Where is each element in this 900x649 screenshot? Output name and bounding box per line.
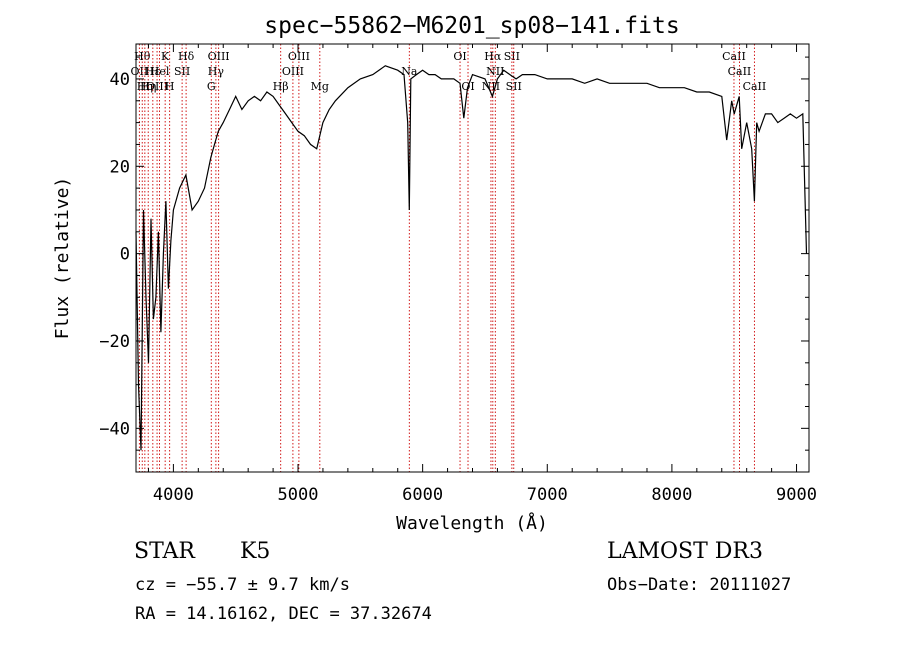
marker-label-7: K [161, 50, 170, 63]
marker-label-3: Hη [140, 80, 156, 93]
marker-label-0: OII [131, 65, 149, 78]
marker-label-18: Na [401, 65, 418, 78]
marker-label-5: OIII [146, 80, 168, 93]
marker-label-6: Hel [150, 65, 170, 78]
plot-frame [135, 43, 810, 473]
object-class: STAR [134, 539, 195, 564]
y-tick-label-3: 20 [110, 157, 130, 177]
marker-label-14: Hβ [273, 80, 289, 93]
y-tick-label-1: −20 [99, 332, 130, 352]
x-tick-label-3: 7000 [527, 485, 568, 505]
redshift-cz: cz = −55.7 ± 9.7 km/s [135, 575, 350, 595]
marker-label-2: Hη [137, 80, 153, 93]
y-tick-label-4: 40 [110, 70, 130, 90]
marker-label-9: SII [174, 65, 190, 78]
y-axis: −40 −20 0 20 40 [99, 56, 809, 451]
marker-label-17: Mg [311, 80, 329, 93]
marker-label-22: Hα [484, 50, 502, 63]
marker-label-13: OIII [208, 50, 230, 63]
marker-label-23: NII [486, 65, 504, 78]
x-tick-label-0: 4000 [153, 485, 194, 505]
marker-label-4: Hε [145, 65, 161, 78]
chart-title: spec−55862−M6201_sp08−141.fits [264, 13, 679, 39]
spectral-line-markers: OIIHθHηHηHεOIIIHelKHSIIHδGHγOIIIHβOIIIOI… [131, 44, 767, 472]
marker-label-8: H [165, 80, 175, 93]
y-tick-label-2: 0 [120, 245, 130, 265]
marker-label-27: CaII [728, 65, 752, 78]
x-axis: 4000 5000 6000 7000 8000 9000 [147, 44, 817, 505]
x-axis-label: Wavelength (Å) [396, 512, 548, 534]
marker-label-24: SII [504, 50, 520, 63]
marker-label-19: OI [453, 50, 466, 63]
marker-label-16: OIII [288, 50, 310, 63]
object-subclass: K5 [240, 539, 271, 564]
y-tick-label-0: −40 [99, 419, 130, 439]
ra-dec: RA = 14.16162, DEC = 37.32674 [135, 604, 432, 624]
survey-name: LAMOST DR3 [607, 539, 763, 564]
marker-label-21: NII [482, 80, 500, 93]
spectrum-line [135, 65, 808, 451]
obs-date: Obs−Date: 20111027 [607, 575, 792, 595]
x-tick-label-5: 9000 [776, 485, 817, 505]
marker-label-15: OIII [282, 65, 304, 78]
x-tick-label-2: 6000 [402, 485, 443, 505]
y-axis-label: Flux (relative) [52, 177, 73, 340]
marker-label-12: Hγ [208, 65, 225, 78]
marker-label-1: Hθ [134, 50, 151, 63]
marker-label-25: SII [506, 80, 522, 93]
marker-label-26: CaII [722, 50, 746, 63]
x-tick-label-1: 5000 [278, 485, 319, 505]
x-tick-label-4: 8000 [651, 485, 692, 505]
marker-label-28: CaII [743, 80, 767, 93]
marker-label-11: G [207, 80, 216, 93]
marker-label-10: Hδ [178, 50, 195, 63]
